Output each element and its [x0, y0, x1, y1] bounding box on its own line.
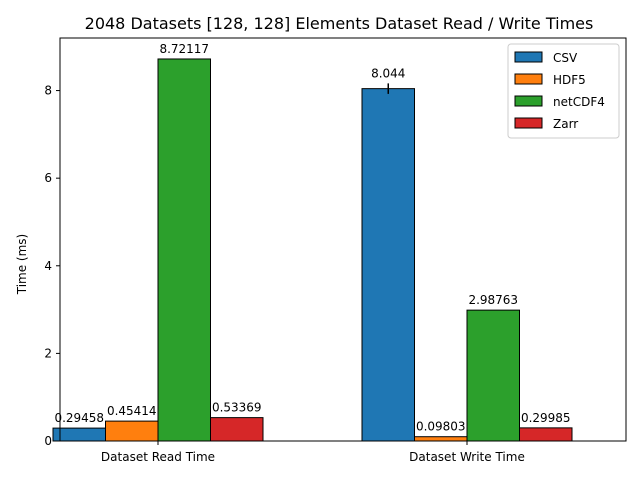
y-tick-label: 4 [44, 259, 52, 273]
x-tick-label: Dataset Read Time [101, 450, 215, 464]
y-tick-label: 8 [44, 84, 52, 98]
chart-title: 2048 Datasets [128, 128] Elements Datase… [85, 14, 594, 33]
data-label: 2.98763 [468, 293, 518, 307]
bar [414, 436, 468, 442]
legend-box [507, 43, 620, 139]
legend-label: Zarr [553, 117, 578, 131]
legend-label: netCDF4 [553, 95, 605, 109]
bar [361, 88, 415, 442]
y-axis-label: Time (ms) [15, 234, 29, 296]
plot-frame [59, 37, 627, 442]
bar [210, 417, 264, 442]
x-tick-label: Dataset Write Time [409, 450, 525, 464]
legend-label: HDF5 [553, 73, 586, 87]
bar [52, 427, 106, 442]
data-label: 8.044 [371, 66, 405, 80]
y-tick-label: 0 [44, 434, 52, 448]
data-label: 0.45414 [107, 404, 157, 418]
legend-swatch [514, 51, 543, 63]
data-label: 0.53369 [212, 401, 262, 415]
legend: CSV HDF5 netCDF4 Zarr [507, 43, 620, 139]
data-labels-layer: 0.29458 8.044 0.45414 0.09803 8.72117 2.98763… [54, 42, 570, 434]
legend-swatch [514, 117, 543, 129]
bar [105, 420, 159, 442]
data-label: 0.09803 [416, 420, 466, 434]
bar [466, 309, 520, 442]
bar [157, 58, 211, 442]
legend-swatch [514, 95, 543, 107]
y-tick-label: 2 [44, 346, 52, 360]
bars-layer [52, 58, 573, 442]
legend-swatch [514, 73, 543, 85]
y-tick-label: 6 [44, 171, 52, 185]
data-label: 0.29458 [54, 411, 104, 425]
legend-label: CSV [553, 51, 578, 65]
bar [519, 427, 573, 442]
data-label: 8.72117 [159, 42, 209, 56]
axes-layer: 0 2 4 6 8 Dataset Read Time Dataset Write Time [44, 37, 627, 464]
data-label: 0.29985 [521, 411, 571, 425]
